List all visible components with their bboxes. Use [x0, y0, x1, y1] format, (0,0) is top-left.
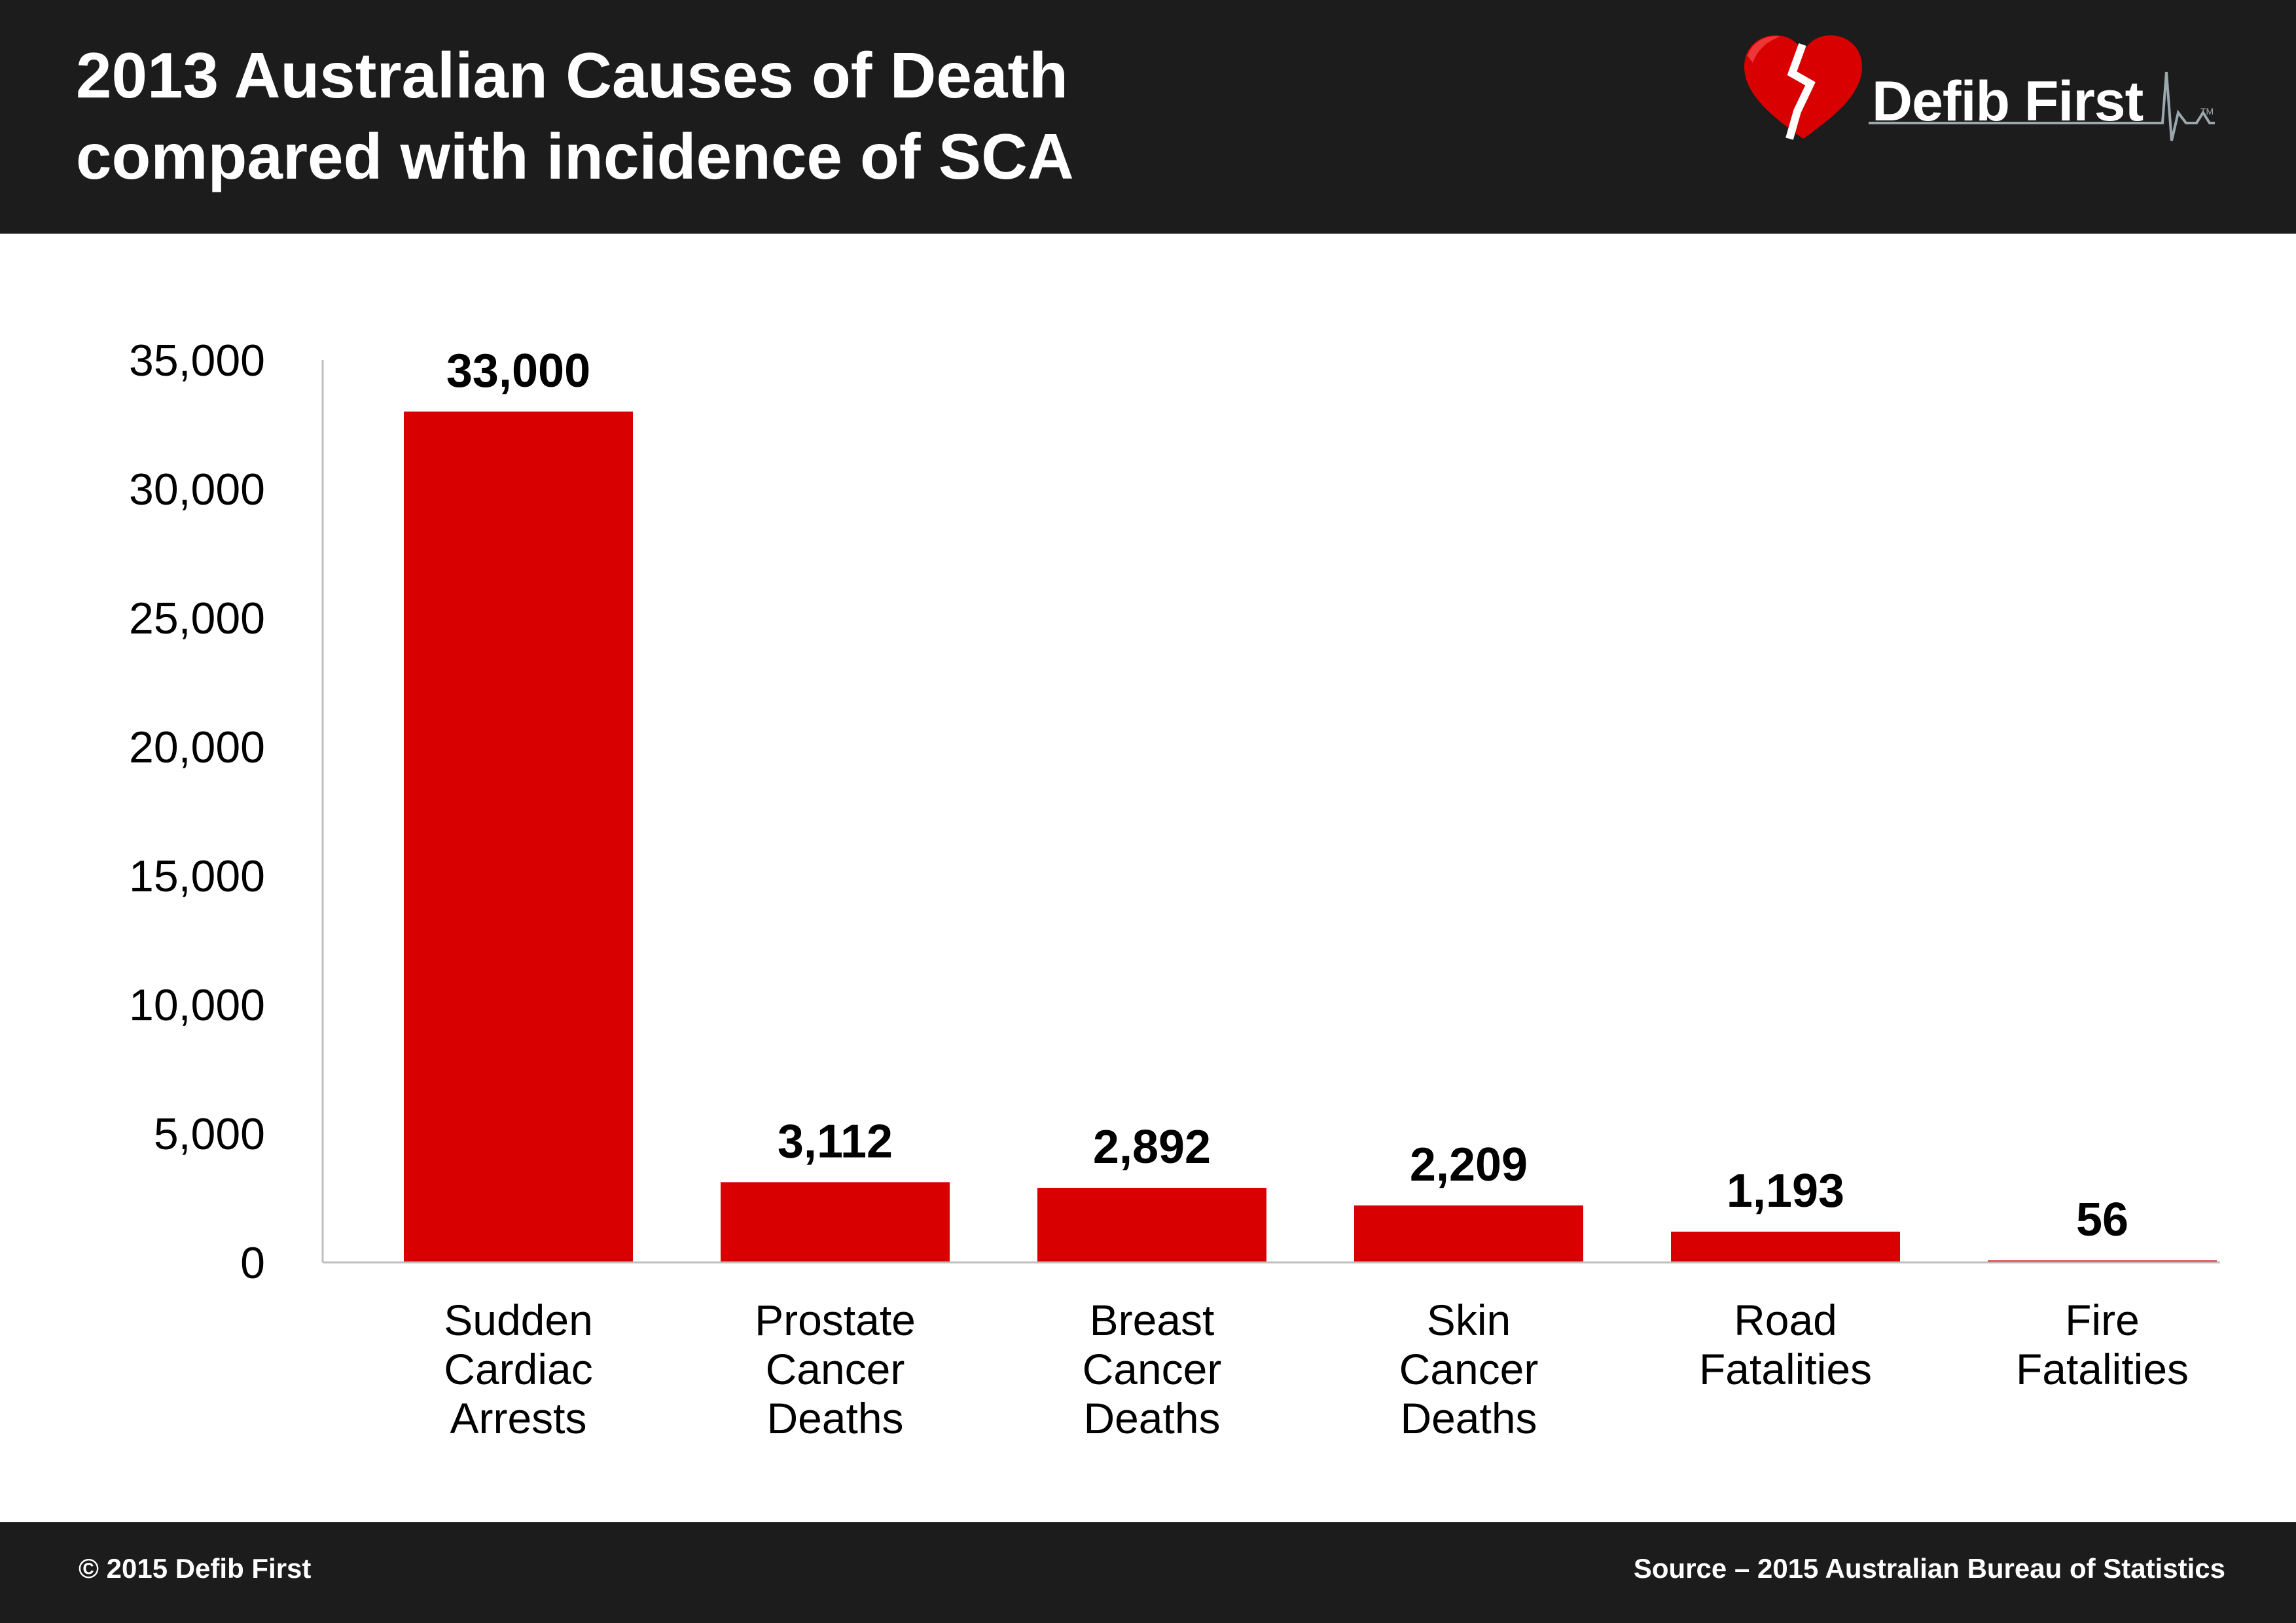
category-label-line: Fatalities [2016, 1345, 2189, 1393]
bars [404, 411, 2217, 1262]
category-label-line: Skin [1427, 1296, 1511, 1344]
category-label: Road Fatalities [1699, 1296, 1872, 1393]
category-label-line: Fatalities [1699, 1345, 1872, 1393]
logo-text: Defib First [1872, 70, 2144, 133]
category-label: Skin Cancer Deaths [1399, 1296, 1539, 1442]
trademark-mark: TM [2200, 106, 2214, 116]
category-label-line: Breast [1090, 1296, 1215, 1344]
category-label-line: Prostate [755, 1296, 916, 1344]
category-label-line: Cancer [1399, 1345, 1539, 1393]
y-tick-label: 35,000 [129, 336, 265, 385]
bar [1037, 1188, 1266, 1262]
category-label-line: Arrests [450, 1394, 586, 1442]
data-label: 56 [2076, 1194, 2128, 1246]
chart-title-line-2: compared with incidence of SCA [76, 120, 1074, 192]
data-label: 2,892 [1093, 1121, 1211, 1173]
header-bar: 2013 Australian Causes of Death compared… [0, 0, 2296, 234]
data-labels: 33,000 3,112 2,892 2,209 1,193 56 [446, 345, 2128, 1246]
category-label: Breast Cancer Deaths [1083, 1296, 1222, 1442]
y-axis: 0 5,000 10,000 15,000 20,000 25,000 30,000 35,0… [129, 336, 324, 1288]
category-label: Sudden Cardiac Arrests [444, 1296, 593, 1442]
y-tick-label: 5,000 [154, 1109, 265, 1159]
category-label: Fire Fatalities [2016, 1296, 2189, 1393]
data-label: 1,193 [1727, 1165, 1844, 1217]
bar [1354, 1205, 1583, 1262]
copyright-text: © 2015 Defib First [79, 1553, 312, 1584]
y-tick-label: 0 [240, 1238, 265, 1288]
data-label: 2,209 [1410, 1139, 1528, 1191]
category-label-line: Deaths [766, 1394, 903, 1442]
category-label-line: Cardiac [444, 1345, 592, 1393]
defib-first-logo: TM Defib First [1734, 26, 2219, 157]
footer-bar: © 2015 Defib First Source – 2015 Austral… [0, 1522, 2296, 1623]
broken-heart-icon: TM [1744, 35, 2215, 141]
chart-title-line-1: 2013 Australian Causes of Death [76, 39, 1068, 111]
bar [721, 1182, 950, 1262]
category-label-line: Deaths [1083, 1394, 1220, 1442]
category-label-line: Deaths [1400, 1394, 1537, 1442]
bar-chart: 0 5,000 10,000 15,000 20,000 25,000 30,000 35,0… [129, 336, 2220, 1442]
y-tick-label: 15,000 [129, 851, 265, 901]
bar [404, 411, 633, 1262]
y-tick-label: 10,000 [129, 980, 265, 1030]
category-label: Prostate Cancer Deaths [755, 1296, 916, 1442]
category-label-line: Road [1734, 1296, 1837, 1344]
category-label-line: Sudden [444, 1296, 593, 1344]
category-label-line: Cancer [766, 1345, 905, 1393]
data-label: 33,000 [446, 345, 590, 397]
source-text: Source – 2015 Australian Bureau of Stati… [1633, 1553, 2225, 1584]
y-tick-label: 25,000 [129, 594, 265, 643]
category-label-line: Cancer [1083, 1345, 1222, 1393]
y-tick-label: 20,000 [129, 722, 265, 772]
data-label: 3,112 [778, 1115, 893, 1168]
y-tick-label: 30,000 [129, 465, 265, 514]
category-label-line: Fire [2065, 1296, 2140, 1344]
bar [1671, 1231, 1900, 1262]
